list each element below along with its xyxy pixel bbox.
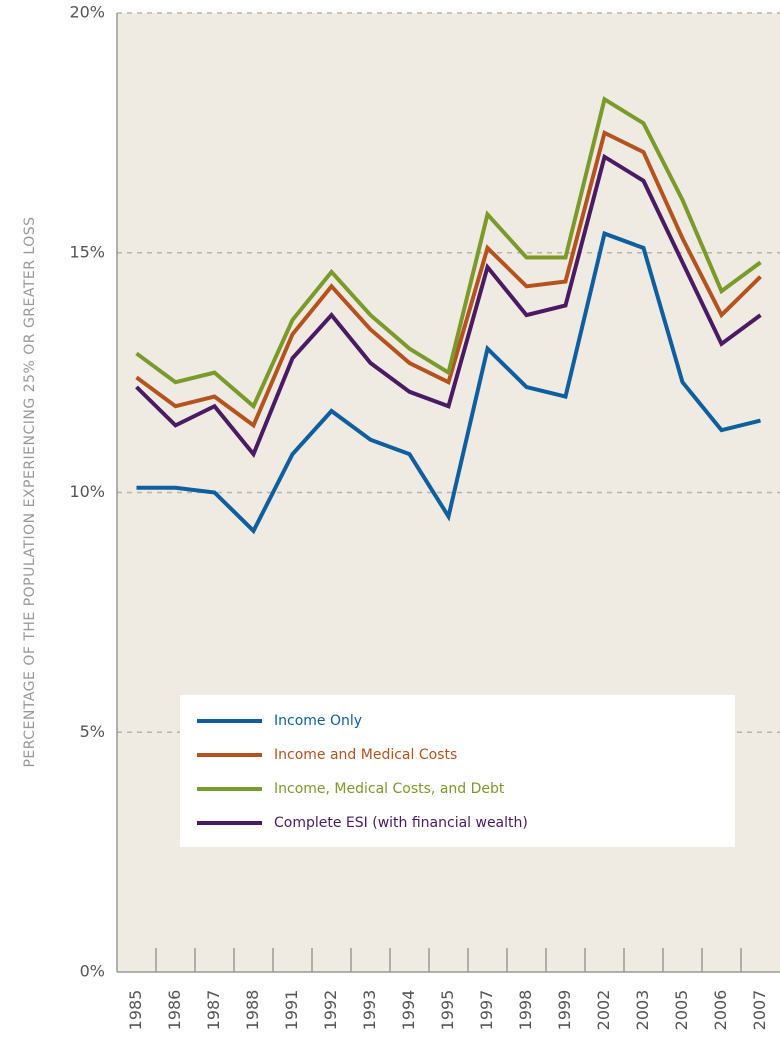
x-tick-label: 1986: [165, 990, 184, 1031]
y-axis-label: PERCENTAGE OF THE POPULATION EXPERIENCIN…: [22, 216, 38, 767]
series-line: [135, 96, 762, 410]
legend-label: Income Only: [274, 713, 362, 729]
legend-label: Income, Medical Costs, and Debt: [274, 781, 505, 797]
x-tick-label: 2005: [672, 990, 691, 1031]
x-tick-label: 1993: [360, 990, 379, 1031]
x-tick-label: 1995: [438, 990, 457, 1031]
legend-label: Complete ESI (with financial wealth): [274, 815, 528, 831]
x-tick-label: 2007: [750, 990, 769, 1031]
legend-label: Income and Medical Costs: [274, 747, 457, 763]
x-tick-label: 2003: [633, 990, 652, 1031]
x-tick-label: 1994: [399, 990, 418, 1031]
x-tick-label: 1991: [282, 990, 301, 1031]
x-tick-label: 2006: [711, 990, 730, 1031]
x-tick-label: 1985: [126, 990, 145, 1031]
y-tick-label: 20%: [69, 3, 105, 22]
y-tick-label: 5%: [80, 722, 105, 741]
x-tick-label: 1999: [555, 990, 574, 1031]
lines: [135, 96, 762, 535]
x-tick-label: 2002: [594, 990, 613, 1031]
x-tick-label: 1997: [477, 990, 496, 1031]
legend-box: [180, 695, 735, 847]
x-tick-label: 1987: [204, 990, 223, 1031]
series-line: [135, 153, 762, 459]
y-tick-label: 15%: [69, 242, 105, 261]
series-line: [135, 130, 762, 429]
legend: Income Only Income and Medical Costs Incom…: [197, 713, 528, 831]
x-tick-label: 1988: [243, 990, 262, 1031]
y-tick-label: 0%: [80, 962, 105, 981]
series-line: [136, 230, 761, 535]
x-tick-label: 1992: [321, 990, 340, 1031]
x-tick-label: 1998: [516, 990, 535, 1031]
y-tick-label: 10%: [69, 482, 105, 501]
